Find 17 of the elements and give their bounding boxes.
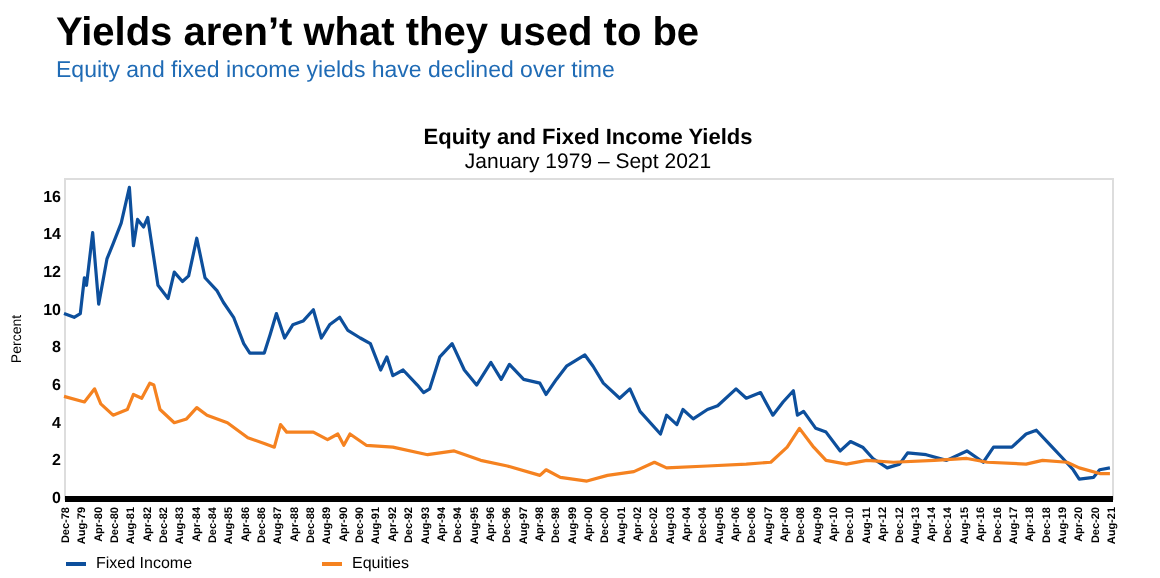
chart-subtitle: Equity and fixed income yields have declined over time bbox=[56, 59, 615, 83]
y-tick-label: 8 bbox=[52, 338, 63, 357]
line-series bbox=[62, 185, 1112, 481]
y-tick-label: 0 bbox=[52, 489, 63, 507]
y-tick-label: 4 bbox=[52, 413, 63, 432]
y-tick-label: 10 bbox=[43, 300, 63, 319]
chart-title: Yields aren’t what they used to be bbox=[56, 11, 700, 55]
y-tick-label: 2 bbox=[52, 451, 63, 470]
line-series bbox=[62, 381, 1112, 483]
legend-label: Equities bbox=[352, 554, 409, 572]
text: Equity and Fixed Income Yields bbox=[423, 126, 753, 150]
y-tick-label: 14 bbox=[43, 225, 63, 244]
y-tick-label: 12 bbox=[43, 263, 63, 282]
text: January 1979 – Sept 2021 bbox=[464, 150, 712, 174]
legend-label: Fixed Income bbox=[96, 554, 194, 572]
y-tick-label: 6 bbox=[52, 376, 63, 395]
y-tick-label: 16 bbox=[43, 187, 63, 206]
